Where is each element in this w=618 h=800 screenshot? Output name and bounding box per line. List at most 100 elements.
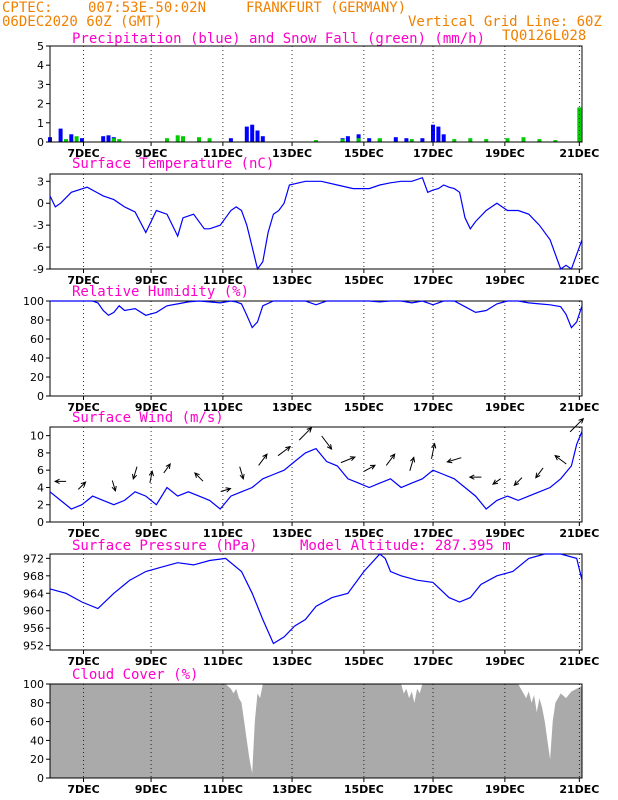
snow-fall-bar: [468, 138, 473, 142]
precipitation-bar: [345, 136, 350, 142]
temp-frame: [49, 173, 583, 270]
cloud-xtick-label: 19DEC: [485, 783, 525, 796]
precip-xtick-label: 7DEC: [67, 147, 99, 160]
precip-xtick-label: 15DEC: [344, 147, 384, 160]
temp-xtick-label: 17DEC: [413, 274, 453, 287]
cloud-title: Cloud Cover (%): [72, 667, 198, 683]
wind-arrow: [239, 466, 245, 481]
wind-ytick-label: 2: [37, 499, 44, 512]
snow-fall-bar: [356, 138, 361, 142]
wind-title: Surface Wind (m/s): [72, 410, 224, 426]
pres-xtick-label: 17DEC: [413, 655, 453, 668]
wind-arrow: [163, 463, 171, 474]
wind-ytick-label: 6: [37, 464, 44, 477]
wind-ytick-label: 8: [37, 447, 44, 460]
cloud-panel: Cloud Cover (%) 100 80 60 40 20 0 7DEC 9DEC 11DEC…: [23, 667, 599, 796]
wind-arrow: [409, 456, 416, 471]
precip-ytick-label: 4: [37, 59, 44, 72]
cloud-xtick-label: 9DEC: [135, 783, 167, 796]
precip-title: Precipitation (blue) and Snow Fall (gree…: [72, 31, 485, 47]
cloud-ytick-label: 60: [30, 716, 44, 729]
wind-arrow: [535, 467, 544, 479]
precipitation-bar: [436, 126, 441, 142]
precipitation-bar: [79, 138, 84, 142]
temp-ytick-label: -9: [33, 263, 44, 276]
header-location: FRANKFURT (GERMANY): [246, 0, 406, 16]
snow-fall-bar: [175, 135, 180, 142]
pres-ytick-label: 956: [23, 622, 44, 635]
precipitation-bar: [228, 138, 233, 142]
panels: Precipitation (blue) and Snow Fall (gree…: [23, 31, 599, 796]
cloud-xtick-label: 17DEC: [413, 783, 453, 796]
pres-ytick-label: 972: [23, 552, 44, 565]
precipitation-bar: [431, 124, 435, 142]
wind-arrow: [446, 457, 462, 464]
snow-fall-bar: [74, 136, 79, 142]
wind-xtick-label: 13DEC: [272, 527, 312, 540]
rh-xtick-label: 7DEC: [67, 401, 99, 414]
rh-title: Relative Humidity (%): [72, 284, 249, 300]
wind-arrow: [468, 474, 482, 480]
wind-arrow: [513, 477, 523, 487]
precip-ytick-label: 3: [37, 78, 44, 91]
pres-ytick-label: 964: [23, 587, 44, 600]
wind-frame: [49, 426, 583, 523]
wind-arrow: [220, 487, 232, 493]
rh-xtick-label: 15DEC: [344, 401, 384, 414]
snow-fall-bar: [111, 138, 116, 142]
rh-xtick-label: 17DEC: [413, 401, 453, 414]
temp-xtick-label: 11DEC: [203, 274, 243, 287]
header-source: CPTEC:: [2, 0, 53, 16]
cloud-xtick-label: 11DEC: [203, 783, 243, 796]
precip-xtick-label: 13DEC: [272, 147, 312, 160]
wind-arrow: [194, 472, 204, 482]
snow-fall-bar: [165, 138, 169, 142]
precip-ytick-label: 2: [37, 98, 44, 111]
header-code: TQ0126L028: [502, 28, 586, 44]
wind-arrow: [569, 417, 585, 433]
cloud-xtick-label: 7DEC: [67, 783, 99, 796]
precipitation-bar: [441, 134, 446, 142]
cloud-xtick-label: 21DEC: [559, 783, 599, 796]
rh-ytick-label: 80: [30, 314, 44, 327]
rh-xtick-label: 21DEC: [559, 401, 599, 414]
temp-panel: Surface Temperature (nC) 3 0 -3 -6 -9 7DEC 9DEC…: [33, 156, 599, 287]
rh-ytick-label: 100: [23, 295, 44, 308]
wind-arrow: [148, 470, 154, 483]
snow-fall-bar: [553, 140, 558, 142]
precipitation-bar: [367, 138, 372, 142]
temp-ytick-label: -6: [33, 241, 44, 254]
wind-line: [49, 431, 583, 510]
cloud-ytick-label: 40: [30, 734, 44, 747]
wind-arrow: [258, 453, 268, 466]
header-coords: 007:53E-50:02N: [88, 0, 206, 16]
pres-panel: Surface Pressure (hPa) Model Altitude: 28…: [23, 538, 599, 668]
wind-arrow: [340, 456, 356, 464]
wind-arrow: [363, 464, 377, 473]
snow-fall-bar: [484, 139, 489, 142]
snow-fall-bar: [505, 138, 510, 142]
precip-xtick-label: 11DEC: [203, 147, 243, 160]
header-run: 06DEC2020 60Z (GMT): [2, 14, 162, 30]
wind-arrow: [77, 481, 87, 490]
snow-fall-bar: [521, 137, 526, 142]
wind-arrow: [321, 435, 333, 451]
snow-fall-bar: [377, 138, 382, 142]
wind-arrow: [554, 454, 567, 465]
header-grid-note: Vertical Grid Line: 60Z: [408, 14, 602, 30]
wind-panel: Surface Wind (m/s) 10 8 6 4 2 0 7DEC 9DEC 11DEC 13…: [30, 410, 599, 540]
temp-xtick-label: 15DEC: [344, 274, 384, 287]
cloud-frame: [49, 683, 583, 779]
rh-line: [50, 300, 583, 329]
temp-ytick-label: -3: [33, 219, 44, 232]
temp-line: [49, 176, 583, 271]
cloud-ytick-label: 100: [23, 678, 44, 691]
rh-xtick-label: 9DEC: [135, 401, 167, 414]
rh-ytick-label: 0: [37, 390, 44, 403]
precipitation-bar: [255, 130, 260, 142]
cloud-ytick-label: 20: [30, 753, 44, 766]
precipitation-bar: [106, 135, 111, 142]
wind-ytick-label: 0: [37, 516, 44, 529]
snow-fall-bar: [314, 140, 318, 142]
pres-frame: [49, 553, 583, 651]
